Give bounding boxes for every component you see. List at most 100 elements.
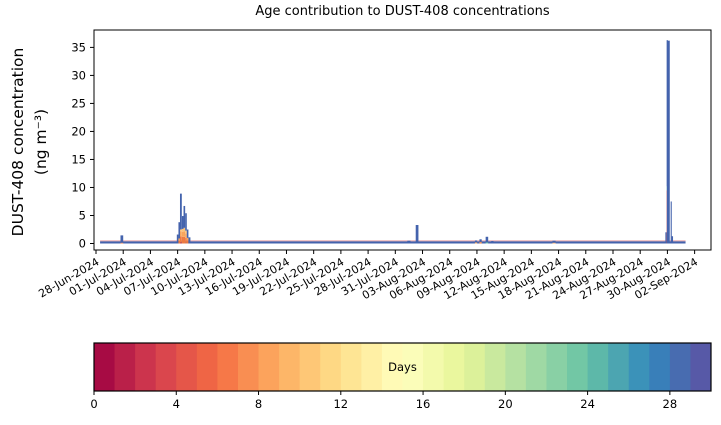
plot-area: [93, 29, 712, 251]
spike-segment: [179, 229, 182, 232]
spike-segment: [185, 230, 187, 234]
spike-column: [495, 241, 499, 244]
colorbar-segment: [423, 343, 445, 391]
colorbar-segment: [320, 343, 342, 391]
colorbar-tick-label: 16: [416, 397, 431, 411]
spike-segment: [485, 242, 489, 244]
spike-segment: [321, 242, 325, 244]
colorbar-tick-label: 24: [580, 397, 595, 411]
colorbar-segment: [690, 343, 711, 391]
colorbar-segment: [381, 343, 404, 391]
spike-segment: [479, 241, 482, 243]
spike-segment: [407, 240, 411, 244]
spike-column: [120, 235, 124, 244]
spike-segment: [181, 228, 184, 232]
colorbar-label: Days: [388, 360, 417, 374]
y-tick-label: 35: [71, 40, 86, 54]
colorbar-segment: [258, 343, 280, 391]
spike-column: [306, 241, 310, 244]
colorbar-tick-label: 4: [173, 397, 180, 411]
spike-segment: [552, 240, 556, 243]
baseline-band-old: [100, 241, 686, 244]
colorbar-tick-label: 20: [498, 397, 513, 411]
spike-segment: [181, 231, 184, 237]
spike-segment: [185, 233, 187, 238]
colorbar-segment: [484, 343, 507, 391]
spike-segment: [178, 238, 181, 241]
colorbar-segment: [505, 343, 527, 391]
spike-column: [176, 234, 179, 244]
spike-segment: [185, 213, 187, 231]
spike-column: [666, 40, 670, 244]
spike-segment: [381, 242, 384, 244]
y-tick-label: 5: [79, 208, 86, 222]
spike-segment: [485, 236, 489, 243]
colorbar-segment: [217, 343, 239, 391]
spike-column: [665, 232, 667, 244]
spike-segment: [185, 237, 187, 244]
colorbar-segment: [114, 343, 136, 391]
colorbar-segment: [649, 343, 671, 391]
spike-segment: [183, 231, 186, 237]
spike-column: [181, 216, 184, 244]
spike-segment: [179, 242, 182, 244]
spike-column: [179, 193, 182, 244]
y-tick-label: 25: [71, 96, 86, 110]
spike-segment: [491, 240, 494, 244]
spike-column: [485, 236, 489, 244]
colorbar-segment: [567, 343, 589, 391]
colorbar-tick-label: 28: [663, 397, 678, 411]
colorbar-frame: [93, 342, 712, 392]
spike-segment: [306, 241, 310, 244]
spike-column: [474, 240, 478, 244]
spike-column: [479, 239, 482, 244]
colorbar-segment: [196, 343, 219, 391]
spike-segment: [468, 242, 471, 244]
spike-segment: [495, 241, 499, 244]
spike-segment: [179, 236, 182, 243]
spike-segment: [183, 236, 186, 244]
spike-column: [415, 225, 419, 244]
spike-segment: [176, 234, 179, 244]
colorbar-segment: [628, 343, 650, 391]
colorbar-segment: [279, 343, 301, 391]
spike-segment: [521, 242, 524, 244]
baseline-band-fresh: [100, 240, 686, 242]
colorbar-segment: [299, 343, 321, 391]
spike-segment: [479, 239, 482, 242]
spike-segment: [183, 205, 186, 228]
spike-segment: [179, 193, 182, 230]
colorbar-segment: [361, 343, 383, 391]
colorbar-segment: [546, 343, 568, 391]
spike-segment: [186, 229, 189, 238]
colorbar-tick-label: 8: [255, 397, 262, 411]
colorbar-segment: [608, 343, 630, 391]
colorbar-segment: [443, 343, 465, 391]
colorbar-segment: [669, 343, 692, 391]
spike-segment: [183, 227, 186, 232]
spike-segment: [671, 236, 674, 244]
spike-column: [552, 240, 556, 244]
colorbar-segment: [176, 343, 198, 391]
spike-column: [321, 242, 325, 244]
spike-column: [186, 229, 189, 244]
spike-segment: [181, 236, 184, 244]
spike-segment: [186, 237, 189, 241]
chart-title: Age contribution to DUST-408 concentrati…: [255, 4, 550, 19]
colorbar-tick-label: 0: [90, 397, 97, 411]
spike-column: [381, 242, 384, 244]
y-tick-label: 10: [71, 180, 86, 194]
spike-column: [188, 237, 191, 244]
spike-column: [407, 240, 411, 244]
spike-column: [468, 242, 471, 244]
spike-segment: [178, 222, 181, 239]
colorbar-segment: [587, 343, 609, 391]
spike-segment: [120, 235, 124, 243]
spike-segment: [178, 240, 181, 244]
spike-segment: [479, 242, 482, 244]
spike-segment: [186, 240, 189, 244]
spike-segment: [552, 242, 556, 244]
spike-column: [491, 240, 494, 244]
spike-column: [185, 213, 187, 244]
